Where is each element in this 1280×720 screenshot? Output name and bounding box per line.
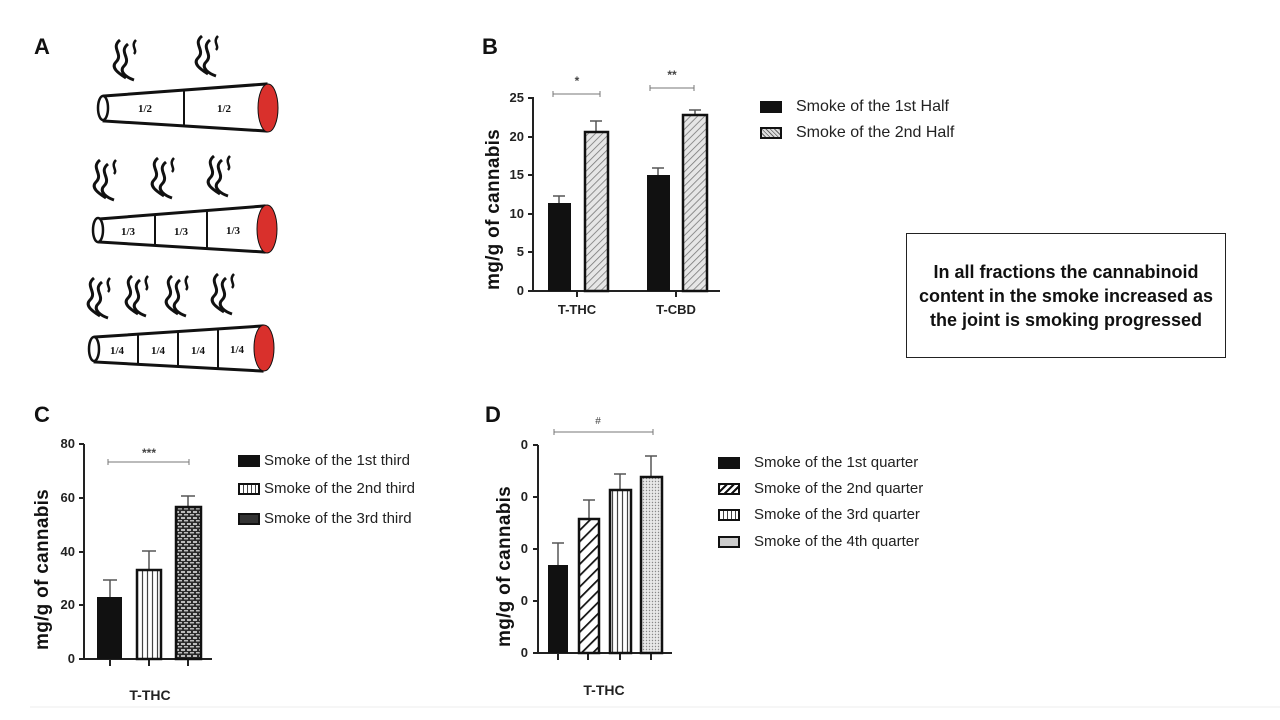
fraction-label: 1/4 <box>230 344 245 356</box>
legend-swatch-vertical-stripes <box>238 482 260 495</box>
panel-b-x-category-thc: T-THC <box>557 302 597 317</box>
smoke-icon <box>150 156 176 200</box>
y-tick: 0 <box>520 593 528 608</box>
bar-2nd-third <box>135 568 163 661</box>
fraction-label: 1/4 <box>191 345 206 357</box>
bar-1st-quarter <box>548 565 568 653</box>
legend-swatch-diagonal-hatch <box>718 482 740 495</box>
smoke-icon <box>164 274 190 318</box>
bar-3rd-quarter <box>608 488 633 655</box>
y-tick: 10 <box>509 206 524 221</box>
y-tick: 0 <box>520 541 528 556</box>
panel-c-y-axis-label: mg/g of cannabis <box>32 488 53 650</box>
panel-b-x-category-cbd: T-CBD <box>656 302 696 317</box>
bar-cbd-2nd-half <box>681 113 709 293</box>
bar-4th-quarter <box>639 475 664 655</box>
legend-label: Smoke of the 3rd quarter <box>754 506 920 523</box>
y-tick: 15 <box>509 167 524 182</box>
panel-c-chart <box>79 443 212 666</box>
legend-swatch-solid <box>238 454 260 467</box>
legend-swatch-hatched <box>760 127 782 139</box>
legend-item: Smoke of the 2nd third <box>238 480 415 497</box>
fraction-label: 1/2 <box>217 103 232 115</box>
y-tick: 80 <box>60 436 75 451</box>
y-tick: 0 <box>67 651 75 666</box>
fraction-label: 1/2 <box>138 103 153 115</box>
y-tick: 20 <box>509 129 524 144</box>
fraction-label: 1/3 <box>121 226 136 238</box>
bar-thc-2nd-half <box>583 130 610 293</box>
y-tick: 20 <box>60 597 75 612</box>
legend-label: Smoke of the 1st third <box>264 452 410 469</box>
legend-label: Smoke of the 2nd Half <box>796 124 955 141</box>
y-tick: 25 <box>509 90 524 105</box>
legend-label: Smoke of the 1st Half <box>796 98 949 115</box>
y-tick: 0 <box>520 489 528 504</box>
fraction-label: 1/3 <box>226 225 241 237</box>
smoke-icon <box>92 158 118 202</box>
panel-a-letter: A <box>34 34 50 59</box>
panel-b-significance-cbd: ** <box>667 68 677 82</box>
fraction-label: 1/4 <box>110 345 125 357</box>
panel-c-letter: C <box>34 402 50 427</box>
panel-b-letter: B <box>482 34 498 59</box>
legend-swatch-dotted <box>718 535 740 548</box>
summary-note-box: In all fractions the cannabinoid content… <box>906 233 1226 358</box>
bar-3rd-third <box>174 505 203 661</box>
joint-halves: 1/2 1/2 <box>96 34 279 133</box>
legend-swatch-solid <box>760 101 782 113</box>
panel-c-significance: *** <box>141 446 156 460</box>
smoke-icon <box>86 276 112 320</box>
legend-label: Smoke of the 2nd quarter <box>754 480 924 497</box>
panel-b-chart <box>528 85 720 297</box>
panel-d-letter: D <box>485 402 501 427</box>
bar-thc-1st-half <box>548 203 571 291</box>
smoke-icon <box>112 38 138 82</box>
panel-c-x-label: T-THC <box>129 687 171 703</box>
bar-1st-third <box>97 597 122 659</box>
fraction-label: 1/3 <box>174 226 189 238</box>
summary-note-text: In all fractions the cannabinoid content… <box>918 261 1214 330</box>
panel-d-y-axis-label: mg/g of cannabis <box>494 485 515 647</box>
smoke-icon <box>194 34 220 78</box>
legend-label: Smoke of the 2nd third <box>264 480 415 497</box>
legend-item: Smoke of the 3rd quarter <box>718 506 920 523</box>
panel-d-chart <box>533 429 672 660</box>
smoke-icon <box>210 272 236 316</box>
bar-cbd-1st-half <box>647 175 670 291</box>
y-tick: 0 <box>520 437 528 452</box>
legend-label: Smoke of the 1st quarter <box>754 454 919 471</box>
y-tick: 40 <box>60 544 75 559</box>
legend-swatch-solid <box>718 456 740 469</box>
y-tick: 5 <box>516 244 524 259</box>
legend-swatch-vertical-stripes <box>718 508 740 521</box>
bar-2nd-quarter <box>577 517 601 655</box>
smoke-icon <box>206 154 232 198</box>
y-tick: 60 <box>60 490 75 505</box>
fraction-label: 1/4 <box>151 345 166 357</box>
legend-label: Smoke of the 3rd third <box>264 510 412 527</box>
smoke-icon <box>124 274 150 318</box>
legend-item: Smoke of the 1st Half <box>760 98 949 116</box>
legend-item: Smoke of the 2nd Half <box>760 124 954 142</box>
legend-item: Smoke of the 1st quarter <box>718 454 918 471</box>
legend-item: Smoke of the 2nd quarter <box>718 480 923 497</box>
panel-d-significance: # <box>595 416 601 427</box>
y-tick: 0 <box>516 283 524 298</box>
joint-thirds: 1/3 1/3 1/3 <box>91 154 278 254</box>
y-tick: 0 <box>520 645 528 660</box>
legend-swatch-brick <box>238 512 260 525</box>
legend-item: Smoke of the 4th quarter <box>718 533 919 550</box>
legend-label: Smoke of the 4th quarter <box>754 533 920 550</box>
legend-item: Smoke of the 3rd third <box>238 510 412 527</box>
panel-b-significance-thc: * <box>574 74 580 88</box>
panel-d-x-label: T-THC <box>583 682 625 698</box>
joint-quarters: 1/4 1/4 1/4 1/4 <box>86 272 275 373</box>
legend-item: Smoke of the 1st third <box>238 452 410 469</box>
